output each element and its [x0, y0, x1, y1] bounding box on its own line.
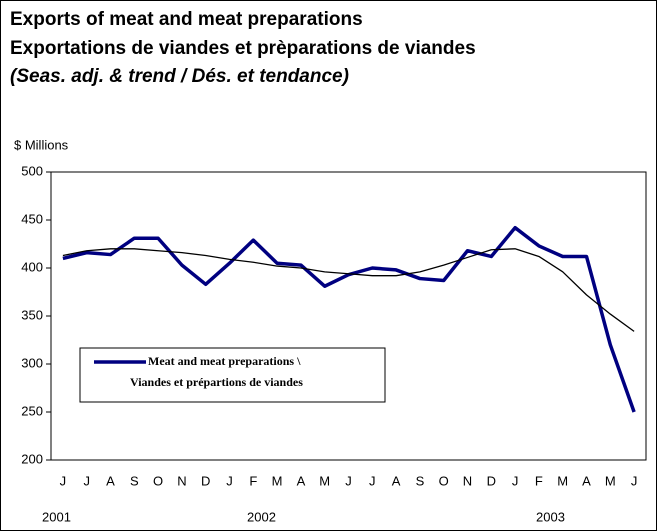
x-tick-label: N [463, 473, 472, 488]
x-tick-label: M [557, 473, 568, 488]
x-tick-label: F [249, 473, 257, 488]
y-axis-label: $ Millions [14, 137, 69, 152]
x-tick-label: J [345, 473, 352, 488]
x-tick-label: M [319, 473, 330, 488]
x-tick-label: M [605, 473, 616, 488]
x-tick-label: A [392, 473, 401, 488]
x-tick-label: J [512, 473, 519, 488]
legend-box [79, 347, 386, 403]
year-label: 2003 [536, 509, 565, 524]
x-tick-label: J [631, 473, 638, 488]
chart-subtitle: Exportations de viandes et prèparations … [10, 38, 476, 59]
x-tick-label: A [582, 473, 591, 488]
x-tick-label: A [297, 473, 306, 488]
x-tick-label: N [177, 473, 186, 488]
y-tick-label: 350 [21, 307, 43, 322]
y-tick-label: 500 [21, 163, 43, 178]
x-tick-label: J [83, 473, 90, 488]
x-tick-label: M [272, 473, 283, 488]
year-label: 2001 [42, 509, 71, 524]
legend-label: Meat and meat preparations \ Viandes et p… [130, 354, 303, 389]
x-tick-label: J [226, 473, 233, 488]
y-tick-label: 300 [21, 355, 43, 370]
x-tick-label: S [130, 473, 139, 488]
chart-note: (Seas. adj. & trend / Dés. et tendance) [10, 66, 349, 87]
year-label: 2002 [247, 509, 276, 524]
y-tick-label: 250 [21, 403, 43, 418]
y-tick-label: 450 [21, 211, 43, 226]
series-line [62, 248, 635, 332]
x-tick-label: S [416, 473, 425, 488]
chart-title: Exports of meat and meat preparations [10, 9, 363, 30]
y-tick-label: 200 [21, 451, 43, 466]
y-tick-label: 400 [21, 259, 43, 274]
x-tick-label: D [201, 473, 210, 488]
x-tick-label: A [106, 473, 115, 488]
series-line [62, 225, 636, 413]
x-tick-label: J [60, 473, 67, 488]
x-tick-label: J [369, 473, 376, 488]
x-tick-label: D [487, 473, 496, 488]
x-tick-label: F [535, 473, 543, 488]
x-tick-label: O [153, 473, 163, 488]
x-tick-label: O [439, 473, 449, 488]
